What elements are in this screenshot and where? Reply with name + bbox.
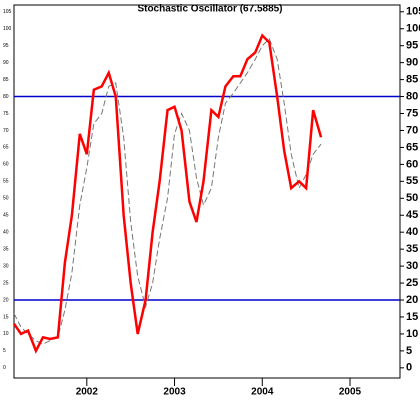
- y-tick-label-left: 95: [3, 43, 9, 49]
- x-tick-label: 2005: [339, 387, 362, 398]
- y-tick-label: 45: [406, 209, 418, 221]
- y-tick-label: 80: [406, 90, 418, 102]
- y-tick-label: 15: [406, 311, 418, 323]
- y-tick-label-left: 5: [3, 348, 6, 354]
- y-tick-label: 70: [406, 124, 418, 136]
- y-tick-label-left: 80: [3, 94, 9, 100]
- y-tick-label: 5: [406, 345, 412, 357]
- y-tick-label: 25: [406, 277, 418, 289]
- x-tick-label: 2003: [163, 387, 186, 398]
- y-tick-label: 50: [406, 192, 418, 204]
- y-tick-label-left: 40: [3, 230, 9, 236]
- plot-frame: [13, 4, 401, 379]
- y-tick-label-left: 15: [3, 314, 9, 320]
- y-tick-label: 75: [406, 107, 418, 119]
- y-tick-label-left: 105: [3, 9, 12, 15]
- series-line: [13, 38, 322, 345]
- y-tick-label-left: 55: [3, 179, 9, 185]
- y-tick-label-left: 20: [3, 297, 9, 303]
- y-tick-label: 55: [406, 175, 418, 187]
- x-tick-label: 2004: [251, 387, 274, 398]
- y-tick-label-left: 50: [3, 196, 9, 202]
- y-tick-label-left: 0: [3, 365, 6, 371]
- y-tick-label-left: 100: [3, 26, 12, 32]
- y-tick-label-left: 60: [3, 162, 9, 168]
- y-tick-label: 40: [406, 226, 418, 238]
- chart-title: Stochastic Oscillator (67.5885): [137, 4, 282, 15]
- y-tick-label: 30: [406, 260, 418, 272]
- y-tick-label: 105: [406, 6, 420, 18]
- y-tick-label-left: 75: [3, 111, 9, 117]
- y-tick-label: 20: [406, 294, 418, 306]
- y-tick-label-left: 45: [3, 213, 9, 219]
- y-tick-label: 100: [406, 23, 420, 35]
- y-tick-label: 10: [406, 328, 418, 340]
- y-tick-label: 85: [406, 74, 418, 86]
- series-line: [12, 33, 323, 354]
- y-tick-label: 95: [406, 40, 418, 52]
- y-tick-label-left: 85: [3, 77, 9, 83]
- y-tick-label: 0: [406, 362, 412, 374]
- y-tick-label-left: 90: [3, 60, 9, 66]
- y-tick-label: 60: [406, 158, 418, 170]
- y-tick-label-left: 25: [3, 280, 9, 286]
- y-tick-label: 35: [406, 243, 418, 255]
- y-tick-label-left: 70: [3, 128, 9, 134]
- y-tick-label: 90: [406, 57, 418, 69]
- x-tick-label: 2002: [76, 387, 99, 398]
- y-tick-label-left: 30: [3, 263, 9, 269]
- y-tick-label-left: 10: [3, 331, 9, 337]
- y-tick-label-left: 65: [3, 145, 9, 151]
- y-tick-label-left: 35: [3, 246, 9, 252]
- y-tick-label: 65: [406, 141, 418, 153]
